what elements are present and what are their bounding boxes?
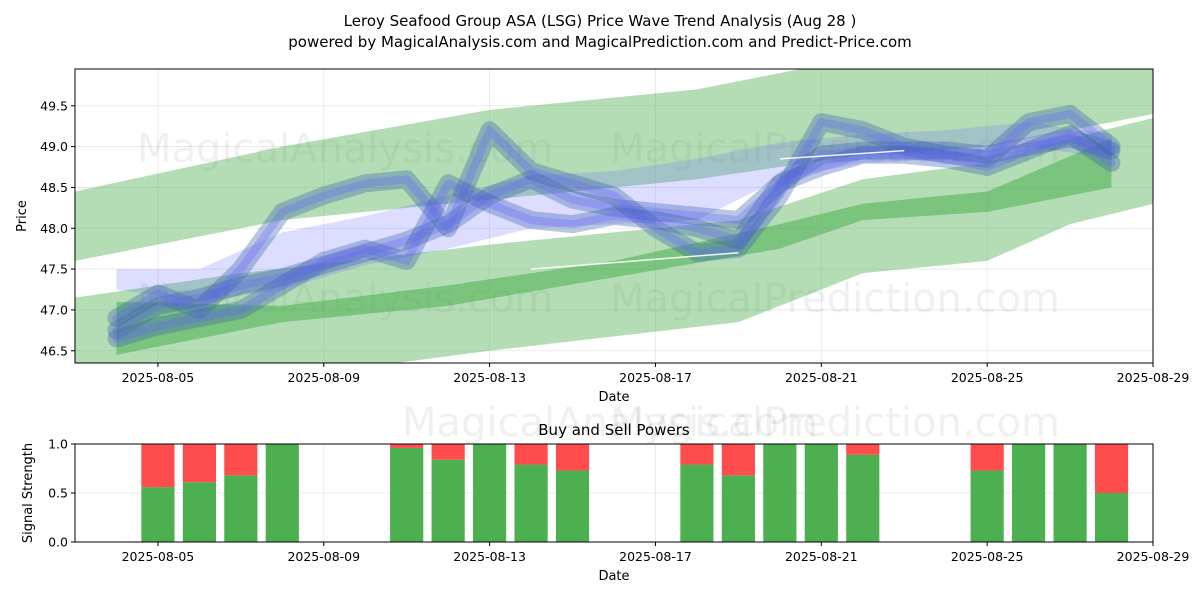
blue-wave-core [112, 130, 1116, 343]
sell-bar [141, 444, 175, 488]
sell-bar [1094, 444, 1129, 493]
x-tick-label: 2025-08-13 [453, 370, 526, 385]
y-axis-label: Price [15, 200, 30, 232]
sell-bar [514, 444, 548, 465]
y-tick-label: 46.5 [40, 343, 68, 358]
sell-bar [390, 444, 424, 448]
buy-bar [804, 444, 838, 542]
sell-bar [182, 444, 216, 483]
x-tick-label: 2025-08-17 [619, 370, 692, 385]
buy-bar [514, 464, 548, 542]
y-tick-label: 48.5 [40, 180, 68, 195]
buy-bar [182, 482, 216, 542]
x-tick-label: 2025-08-21 [785, 370, 858, 385]
watermark-text: MagicalAnalysis.com [402, 400, 818, 446]
blue-band [116, 122, 1112, 302]
y-tick-label: 1.0 [48, 437, 68, 452]
buy-bar [680, 464, 714, 542]
buy-bar [763, 444, 797, 542]
x-tick-label: 2025-08-17 [619, 549, 692, 564]
watermark-text: MagicalPrediction.com [610, 276, 1060, 322]
buy-bar [1094, 493, 1129, 542]
buy-bar [721, 475, 755, 542]
y-axis-label: Signal Strength [21, 443, 36, 543]
blue-wave-line [107, 129, 1121, 340]
price-wave-chart: MagicalAnalysis.com MagicalPrediction.com… [15, 68, 1190, 405]
y-tick-label: 0.0 [48, 535, 68, 550]
y-tick-label: 47.5 [40, 262, 68, 277]
y-tick-label: 49.5 [40, 98, 68, 113]
sell-bar [970, 444, 1004, 471]
x-tick-label: 2025-08-05 [122, 549, 195, 564]
blue-wave-core [112, 109, 1116, 323]
buy-bar [1012, 444, 1046, 542]
buy-bar [1053, 444, 1087, 542]
x-tick-label: 2025-08-09 [287, 549, 360, 564]
buy-bar [555, 470, 590, 542]
buy-bar [431, 459, 465, 542]
buy-bar [473, 444, 507, 542]
x-tick-label: 2025-08-09 [287, 370, 360, 385]
chart-title-line2: powered by MagicalAnalysis.com and Magic… [288, 33, 912, 51]
buy-bar [970, 470, 1004, 542]
subchart-title: Buy and Sell Powers [538, 421, 690, 439]
sell-bar [431, 444, 465, 460]
green-band [75, 69, 1153, 261]
sell-bar [721, 444, 755, 476]
chart-title-line1: Leroy Seafood Group ASA (LSG) Price Wave… [344, 12, 857, 30]
buy-bar [390, 447, 424, 542]
x-tick-label: 2025-08-13 [453, 549, 526, 564]
sell-bar [224, 444, 258, 476]
y-tick-label: 49.0 [40, 139, 68, 154]
buy-bar [141, 487, 175, 542]
watermark-text: MagicalAnalysis.com [137, 126, 553, 172]
x-tick-label: 2025-08-05 [122, 370, 195, 385]
blue-wave-line [107, 125, 1121, 348]
x-tick-label: 2025-08-29 [1117, 549, 1190, 564]
plot-frame [74, 68, 1154, 364]
x-tick-label: 2025-08-25 [951, 549, 1024, 564]
sell-bar [555, 444, 590, 471]
price-plot-area: MagicalAnalysis.com MagicalPrediction.com… [75, 69, 1153, 363]
sell-bar [846, 444, 880, 455]
white-trend-line [779, 149, 905, 160]
watermark-text: MagicalPrediction.com [610, 400, 1060, 446]
x-tick-label: 2025-08-25 [951, 370, 1024, 385]
sell-bar [680, 444, 714, 465]
green-band [116, 138, 1112, 355]
x-tick-label: 2025-08-29 [1117, 370, 1190, 385]
x-axis-label: Date [598, 569, 629, 584]
x-tick-label: 2025-08-21 [785, 549, 858, 564]
blue-wave-core [112, 134, 1116, 335]
y-tick-label: 48.0 [40, 221, 68, 236]
buy-bar [846, 454, 880, 542]
watermark-text: MagicalPrediction.com [610, 126, 1060, 172]
y-tick-label: 0.5 [48, 486, 68, 501]
buy-bar [224, 475, 258, 542]
blue-wave-line [107, 104, 1121, 328]
buy-sell-power-chart: MagicalAnalysis.comMagicalPrediction.com… [21, 400, 1189, 584]
x-axis-label: Date [598, 390, 629, 405]
buy-bar [265, 444, 299, 542]
y-tick-label: 47.0 [40, 302, 68, 317]
white-trend-line [531, 252, 739, 270]
